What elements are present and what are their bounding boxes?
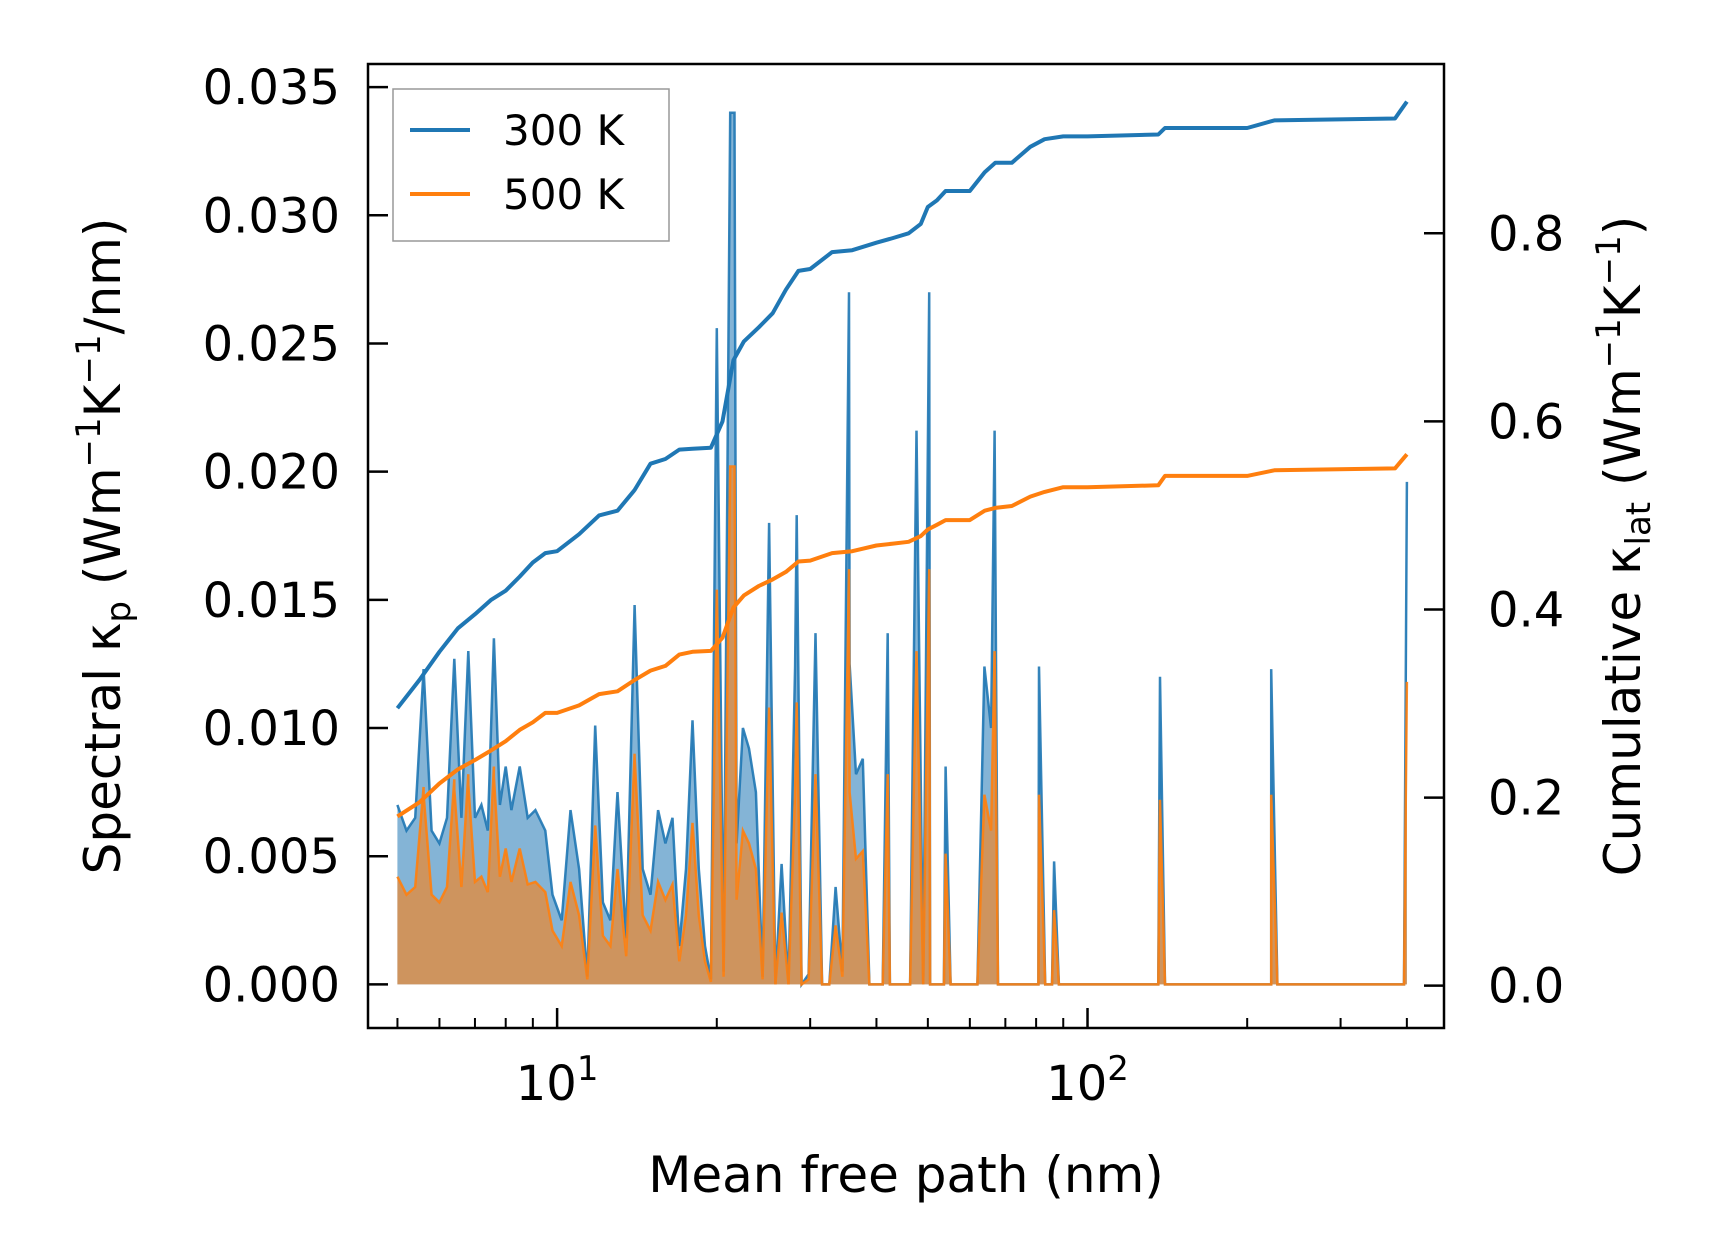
legend-box <box>392 88 670 242</box>
spectral-line-500k <box>396 465 1409 987</box>
right-y-tick-label: 0.2 <box>1488 771 1564 827</box>
right-y-tick-label: 0.8 <box>1488 206 1564 262</box>
left-y-tick-label: 0.035 <box>203 60 340 116</box>
x-tick-label: 102 <box>1046 1049 1129 1112</box>
left-y-tick-label: 0.005 <box>203 829 340 885</box>
right-axis-label: Cumulative κlat (Wm−1K−1) <box>1589 216 1659 876</box>
right-axis-ticks: 0.0 0.2 0.4 0.6 0.8 <box>1424 206 1564 1015</box>
series-lines <box>395 100 1409 819</box>
left-axis-ticks: 0.000 0.005 0.010 0.015 0.020 0.025 0.030 0.035 <box>203 60 388 1013</box>
right-y-tick-label: 0.0 <box>1488 959 1564 1015</box>
left-y-tick-label: 0.010 <box>203 701 340 757</box>
left-y-tick-label: 0.030 <box>203 188 340 244</box>
x-axis-ticks: 101 102 <box>396 1008 1408 1112</box>
left-y-tick-label: 0.015 <box>203 573 340 629</box>
spectral-area-500k <box>397 466 1407 985</box>
legend-label-300k: 300 K <box>503 106 626 155</box>
left-y-tick-label: 0.020 <box>203 445 340 501</box>
legend-label-500k: 500 K <box>503 170 626 219</box>
legend: 300 K 500 K <box>392 88 670 242</box>
right-y-tick-label: 0.6 <box>1488 394 1564 450</box>
left-y-tick-label: 0.025 <box>203 316 340 372</box>
x-tick-label: 101 <box>516 1049 599 1112</box>
plot-frame <box>366 62 1446 1030</box>
left-axis-label: Spectral κp (Wm−1K−1/nm) <box>69 218 139 875</box>
right-y-tick-label: 0.4 <box>1488 582 1564 638</box>
left-y-tick-label: 0.000 <box>203 957 340 1013</box>
cumulative-line-500k <box>396 453 1409 819</box>
x-axis-label: Mean free path (nm) <box>648 1146 1164 1204</box>
cumulative-line-300k <box>395 100 1409 710</box>
spectral-fills <box>396 111 1409 989</box>
spectral-line-300k <box>396 111 1409 989</box>
